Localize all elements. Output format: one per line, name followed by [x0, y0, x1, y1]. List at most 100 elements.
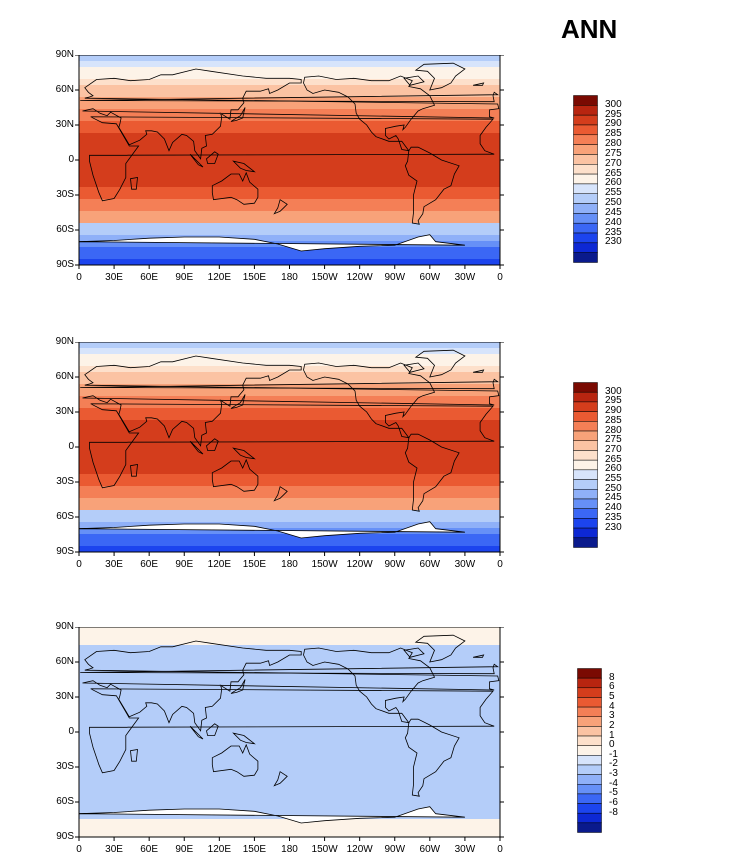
colorbar-label: 6	[609, 681, 615, 693]
lon-tick-label: 90W	[384, 272, 406, 283]
field-band	[79, 675, 500, 682]
coastline-newguinea	[232, 160, 256, 173]
colorbar-swatch	[573, 193, 598, 204]
coastline-africa	[89, 688, 495, 774]
field-band	[79, 492, 500, 499]
colorbar-label: 230	[605, 236, 622, 248]
field-band	[79, 354, 500, 361]
field-band	[79, 645, 500, 652]
lon-tick-label: 90W	[384, 559, 406, 570]
lon-tick-label: 150E	[242, 559, 267, 570]
colorbar	[573, 95, 598, 263]
coastline-australia	[211, 458, 259, 492]
coastline-australia	[211, 743, 259, 777]
field-band	[79, 259, 500, 266]
field-band	[79, 175, 500, 182]
field-band	[79, 414, 500, 421]
lon-tick-label: 120E	[207, 844, 231, 855]
lat-tick-label: 60S	[56, 224, 74, 235]
colorbar-swatch	[573, 144, 598, 155]
colorbar-swatch	[573, 479, 598, 490]
colorbar-swatch	[573, 518, 598, 529]
lon-tick-label: 150W	[311, 272, 338, 283]
colorbar-swatch	[577, 716, 602, 727]
colorbar-swatch	[573, 203, 598, 214]
field-band	[79, 717, 500, 724]
colorbar-swatch	[573, 508, 598, 519]
colorbar-label: 0	[609, 739, 615, 751]
field-band	[79, 741, 500, 748]
field-band	[79, 378, 500, 385]
colorbar-label: -2	[609, 758, 618, 770]
coastline-greenland	[414, 634, 466, 663]
colorbar-swatch	[573, 114, 598, 126]
colorbar-label: -3	[609, 768, 618, 780]
field-band	[79, 474, 500, 481]
field-band	[79, 450, 500, 457]
field-band	[79, 366, 500, 373]
colorbar-label: 300	[605, 385, 622, 397]
field-band	[79, 807, 500, 814]
field-band	[79, 456, 500, 463]
colorbar-swatch	[573, 164, 598, 175]
map-field	[78, 627, 500, 838]
lat-tick-label: 0	[68, 154, 74, 165]
colorbar-swatch	[573, 134, 598, 145]
colorbar-swatch	[573, 391, 598, 403]
coastline-iceland	[473, 654, 485, 658]
lat-tick-label: 60N	[55, 84, 74, 95]
field-band	[79, 444, 500, 451]
field-band	[79, 711, 500, 718]
field-band	[79, 651, 500, 658]
field-band	[79, 199, 500, 206]
colorbar-swatch	[573, 105, 598, 116]
coastline-namerica	[303, 362, 436, 439]
lon-tick-label: 120E	[207, 272, 231, 283]
colorbar-swatch	[573, 440, 598, 451]
field-band	[79, 546, 500, 553]
field-band	[79, 669, 500, 676]
colorbar-swatch	[577, 803, 602, 814]
field-band	[79, 169, 500, 176]
colorbar-label: 235	[605, 226, 622, 238]
colorbar-swatch	[573, 242, 598, 253]
colorbar-label: 235	[605, 511, 622, 523]
colorbar-swatch	[573, 459, 598, 471]
coastline-japan	[230, 394, 246, 409]
colorbar-label: 290	[605, 118, 622, 130]
coastline-africa	[89, 116, 495, 202]
field-band	[79, 151, 500, 158]
coastline-borneo	[206, 438, 219, 451]
coastline-madagascar	[130, 749, 138, 762]
field-band	[79, 759, 500, 766]
field-band	[79, 372, 500, 379]
field-band	[79, 145, 500, 152]
colorbar-label: 295	[605, 108, 622, 120]
lat-tick-label: 0	[68, 726, 74, 737]
lat-tick-label: 30N	[55, 406, 74, 417]
field-band	[79, 235, 500, 242]
field-band	[79, 97, 500, 104]
field-band	[79, 789, 500, 796]
colorbar-label: 280	[605, 424, 622, 436]
coastline-antarctica	[78, 806, 465, 837]
coastline-sumatra	[189, 440, 204, 455]
colorbar-label: -6	[609, 797, 618, 809]
colorbar-swatch	[573, 527, 598, 539]
lon-tick-label: 60W	[419, 272, 441, 283]
coastline-uk	[80, 663, 499, 675]
colorbar-swatch	[577, 668, 602, 679]
lat-tick-label: 30S	[56, 476, 74, 487]
field-band	[79, 103, 500, 110]
colorbar-swatch	[573, 489, 598, 500]
colorbar-label: 250	[605, 197, 622, 209]
colorbar-swatch	[577, 687, 602, 698]
field-band	[79, 747, 500, 754]
coastline-borneo	[206, 723, 219, 736]
colorbar-label: 260	[605, 463, 622, 475]
coastline-greenland	[414, 349, 466, 378]
map-field	[78, 55, 500, 266]
field-band	[79, 109, 500, 116]
colorbar-swatch	[573, 411, 598, 422]
lon-tick-label: 180	[281, 272, 298, 283]
